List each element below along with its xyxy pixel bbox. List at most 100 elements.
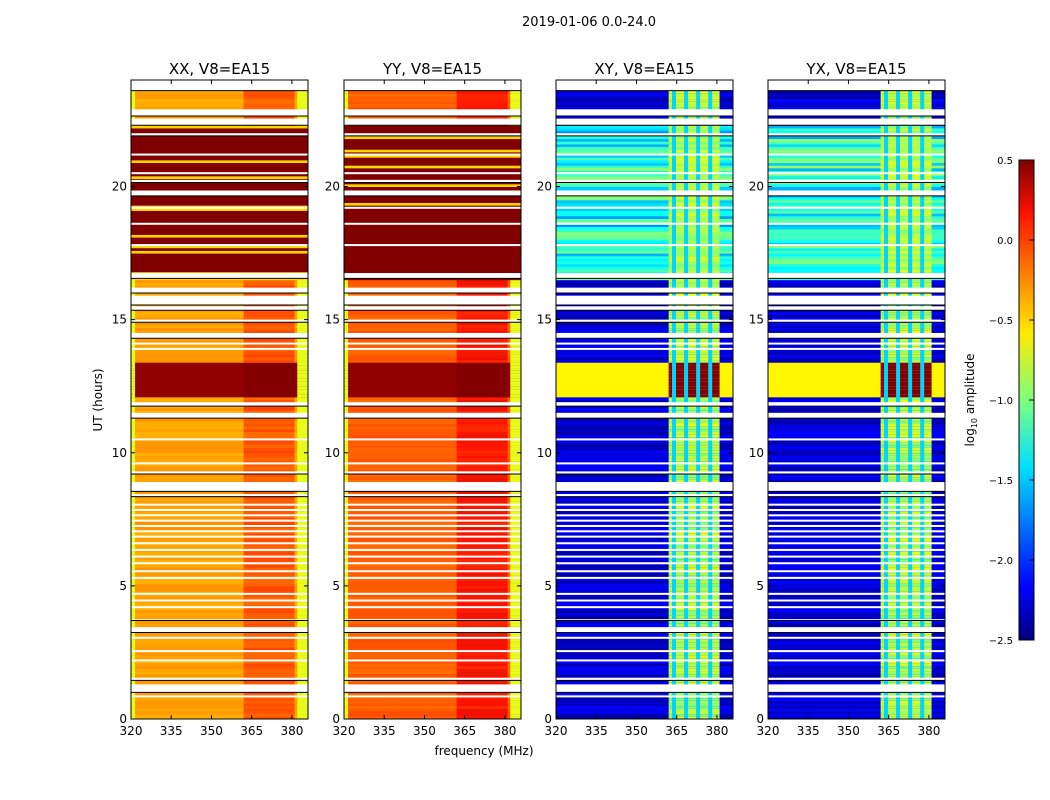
heatmap-row — [556, 426, 733, 430]
heatmap-row — [344, 418, 521, 422]
heatmap-row — [556, 380, 733, 385]
rfi-cell — [456, 647, 508, 651]
heatmap-cell — [131, 327, 136, 331]
heatmap-row — [131, 354, 308, 358]
heatmap-cell — [510, 311, 521, 315]
heatmap-row — [768, 98, 945, 102]
heatmap-row — [344, 639, 521, 643]
heatmap-row — [131, 338, 308, 342]
heatmap-row — [344, 506, 521, 510]
rfi-cell — [668, 452, 720, 456]
heatmap-row — [131, 245, 308, 249]
heatmap-row — [131, 229, 308, 233]
heatmap-row — [344, 396, 521, 400]
heatmap-row — [344, 426, 521, 430]
heatmap-cell — [297, 567, 308, 571]
heatmap-row — [344, 434, 521, 438]
heatmap-cell — [510, 285, 521, 289]
heatmap-row — [131, 372, 308, 377]
rfi-cell — [243, 615, 295, 619]
rfi-cell — [668, 585, 720, 590]
heatmap-cell — [344, 394, 349, 398]
rfi-cell — [243, 436, 295, 440]
flagged-gap — [768, 535, 945, 538]
heatmap-cell — [510, 641, 521, 645]
rfi-cell — [456, 580, 508, 584]
heatmap-row — [556, 138, 733, 142]
rfi-cell — [668, 311, 720, 315]
heatmap-row — [344, 583, 521, 587]
rfi-cell — [243, 564, 295, 568]
heatmap-row — [556, 245, 733, 249]
heatmap-cell — [131, 383, 136, 387]
flagged-gap — [131, 133, 308, 136]
rfi-stripe — [696, 80, 701, 719]
rfi-cell — [243, 452, 295, 456]
rfi-cell — [243, 420, 295, 424]
heatmap-cell — [510, 458, 521, 462]
rfi-cell — [880, 639, 932, 643]
heatmap-row — [768, 210, 945, 214]
heatmap-cell — [510, 354, 521, 358]
heatmap-cell — [131, 362, 136, 366]
rfi-cell — [456, 572, 508, 576]
heatmap-row — [344, 668, 521, 672]
heatmap-cell — [510, 588, 521, 592]
heatmap-cell — [297, 601, 308, 606]
heatmap-row — [131, 447, 308, 451]
heatmap-cell — [510, 532, 521, 536]
rfi-cell — [880, 545, 932, 550]
heatmap-row — [768, 474, 945, 478]
heatmap-row — [768, 553, 945, 558]
heatmap-row — [768, 623, 945, 627]
heatmap-row — [131, 652, 308, 656]
heatmap-cell — [510, 426, 521, 430]
heatmap-row — [131, 407, 308, 411]
heatmap-row — [768, 447, 945, 451]
flagged-gap — [344, 494, 521, 497]
heatmap-cell — [297, 420, 308, 424]
heatmap-cell — [131, 372, 136, 377]
rfi-cell — [456, 609, 508, 613]
y-tick-label: 0 — [332, 712, 340, 726]
heatmap-cell — [344, 639, 349, 643]
rfi-cell — [880, 711, 932, 715]
heatmap-row — [768, 138, 945, 142]
flagged-gap — [131, 555, 308, 558]
heatmap-row — [768, 428, 945, 432]
heatmap-row — [768, 450, 945, 454]
rfi-cell — [668, 556, 720, 560]
rfi-cell — [880, 311, 932, 315]
rfi-cell — [880, 293, 932, 297]
rfi-cell — [668, 279, 720, 283]
rfi-cell — [880, 234, 932, 238]
rfi-cell — [880, 367, 932, 371]
heatmap-row — [768, 282, 945, 286]
heatmap-cell — [297, 348, 308, 353]
heatmap-row — [768, 468, 945, 472]
rfi-cell — [880, 242, 932, 246]
flagged-gap — [556, 462, 733, 465]
heatmap-cell — [131, 394, 136, 398]
heatmap-cell — [344, 436, 349, 440]
flagged-gap — [344, 684, 521, 693]
heatmap-row — [131, 149, 308, 153]
heatmap-cell — [131, 612, 136, 616]
rfi-cell — [456, 601, 508, 606]
rfi-cell — [880, 314, 932, 318]
heatmap-row — [768, 247, 945, 251]
rfi-cell — [668, 149, 720, 153]
heatmap-cell — [510, 583, 521, 587]
heatmap-cell — [344, 476, 349, 480]
rfi-cell — [456, 516, 508, 520]
heatmap-row — [131, 138, 308, 142]
colorbar-tick-label: −2.5 — [989, 636, 1013, 647]
rfi-cell — [243, 681, 295, 685]
heatmap-cell — [344, 420, 349, 424]
y-tick-label: 0 — [756, 712, 764, 726]
rfi-cell — [456, 418, 508, 422]
heatmap-row — [131, 585, 308, 590]
y-tick-label: 15 — [749, 313, 764, 327]
heatmap-row — [556, 665, 733, 669]
